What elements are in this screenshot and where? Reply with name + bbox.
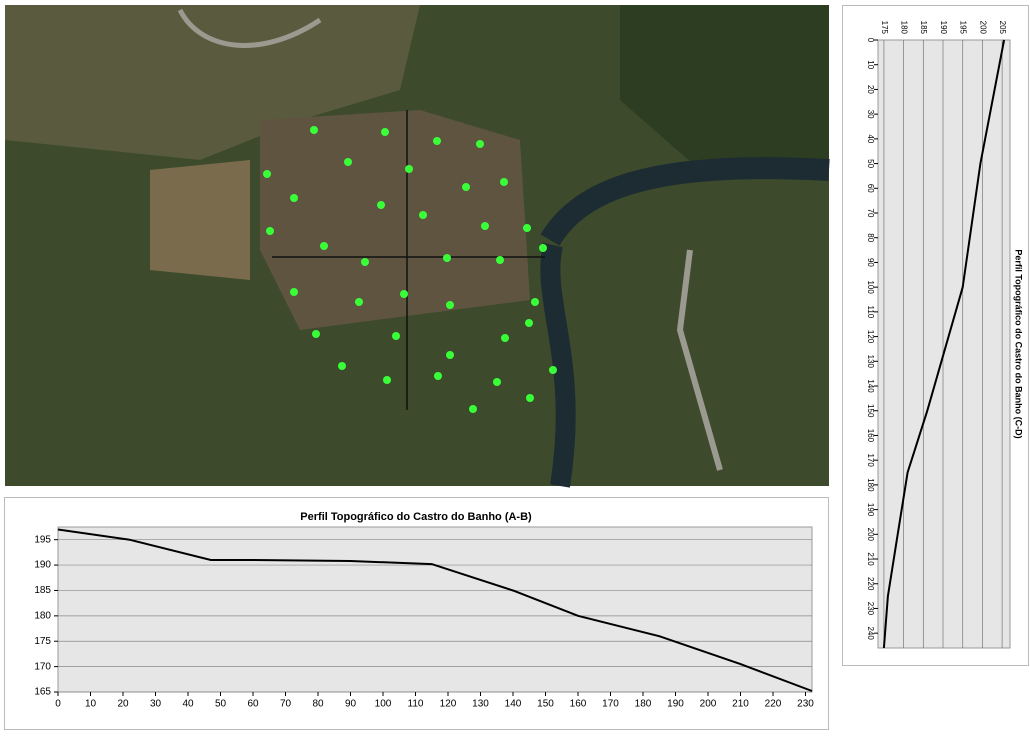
x-tick-label: 180 [635,699,652,710]
figure: 165 170 175 180 185 190 195 0 10 20 30 40 50 60 70 80 90… [0,0,1030,733]
y-tick-label: 195 [34,534,51,545]
x-tick-label: 10 [866,60,875,69]
y-tick-label: 185 [34,585,51,596]
x-tick-label: 90 [345,699,357,710]
x-tick-label: 220 [866,577,875,591]
y-tick-label: 200 [978,21,987,35]
y-tick-label: 165 [34,687,51,698]
terraces [150,160,250,280]
x-tick-label: 0 [866,38,875,43]
x-tick-label: 30 [866,110,875,119]
page: {"chart_data": [ {"type": "line", "orien… [0,0,1030,733]
aerial-photo [5,5,829,486]
x-tick-label: 140 [866,379,875,393]
x-tick-label: 20 [117,699,129,710]
x-tick-label: 120 [866,330,875,344]
plot-area [878,40,1010,648]
x-tick-label: 230 [866,602,875,616]
x-tick-label: 180 [866,478,875,492]
chart-title: Perfil Topográfico do Castro do Banho (C… [1014,249,1024,438]
x-tick-label: 240 [866,626,875,640]
x-tick-label: 130 [472,699,489,710]
x-tick-label: 150 [537,699,554,710]
y-tick-label: 185 [919,21,928,35]
x-tick-label: 100 [375,699,392,710]
x-tick-label: 90 [866,258,875,267]
x-tick-label: 70 [866,209,875,218]
x-tick-label: 50 [866,159,875,168]
x-tick-label: 40 [182,699,194,710]
x-tick-label: 130 [866,355,875,369]
x-tick-label: 0 [55,699,61,710]
x-tick-label: 220 [765,699,782,710]
x-tick-label: 20 [866,85,875,94]
x-tick-label: 70 [280,699,292,710]
y-tick-label: 175 [880,21,889,35]
x-tick-label: 210 [866,552,875,566]
hillside [260,110,530,330]
y-tick-label: 190 [34,560,51,571]
y-tick-label: 190 [939,21,948,35]
x-tick-label: 160 [866,429,875,443]
plot-area [58,527,812,692]
x-tick-label: 60 [866,184,875,193]
x-tick-label: 110 [408,699,424,710]
y-tick-label: 170 [34,661,51,672]
x-tick-label: 170 [866,453,875,467]
x-tick-label: 210 [732,699,749,710]
chart-title: Perfil Topográfico do Castro do Banho (A… [300,511,532,523]
y-tick-label: 205 [998,21,1007,35]
x-tick-label: 30 [150,699,162,710]
y-tick-label: 180 [34,610,51,621]
x-tick-label: 100 [866,280,875,294]
x-tick-label: 60 [247,699,259,710]
x-tick-label: 40 [866,134,875,143]
x-tick-label: 120 [440,699,457,710]
x-tick-label: 80 [312,699,324,710]
x-tick-label: 230 [797,699,814,710]
x-tick-label: 190 [866,503,875,517]
x-tick-label: 50 [215,699,227,710]
x-tick-label: 110 [866,305,875,318]
x-tick-label: 190 [667,699,684,710]
y-tick-label: 195 [959,21,968,35]
x-tick-label: 80 [866,233,875,242]
x-tick-label: 140 [505,699,522,710]
x-tick-label: 150 [866,404,875,418]
x-tick-label: 10 [85,699,97,710]
x-tick-label: 160 [570,699,587,710]
x-tick-label: 200 [866,528,875,542]
y-tick-label: 175 [34,636,51,647]
y-tick-label: 180 [900,21,909,35]
x-tick-label: 200 [700,699,717,710]
x-tick-label: 170 [602,699,619,710]
